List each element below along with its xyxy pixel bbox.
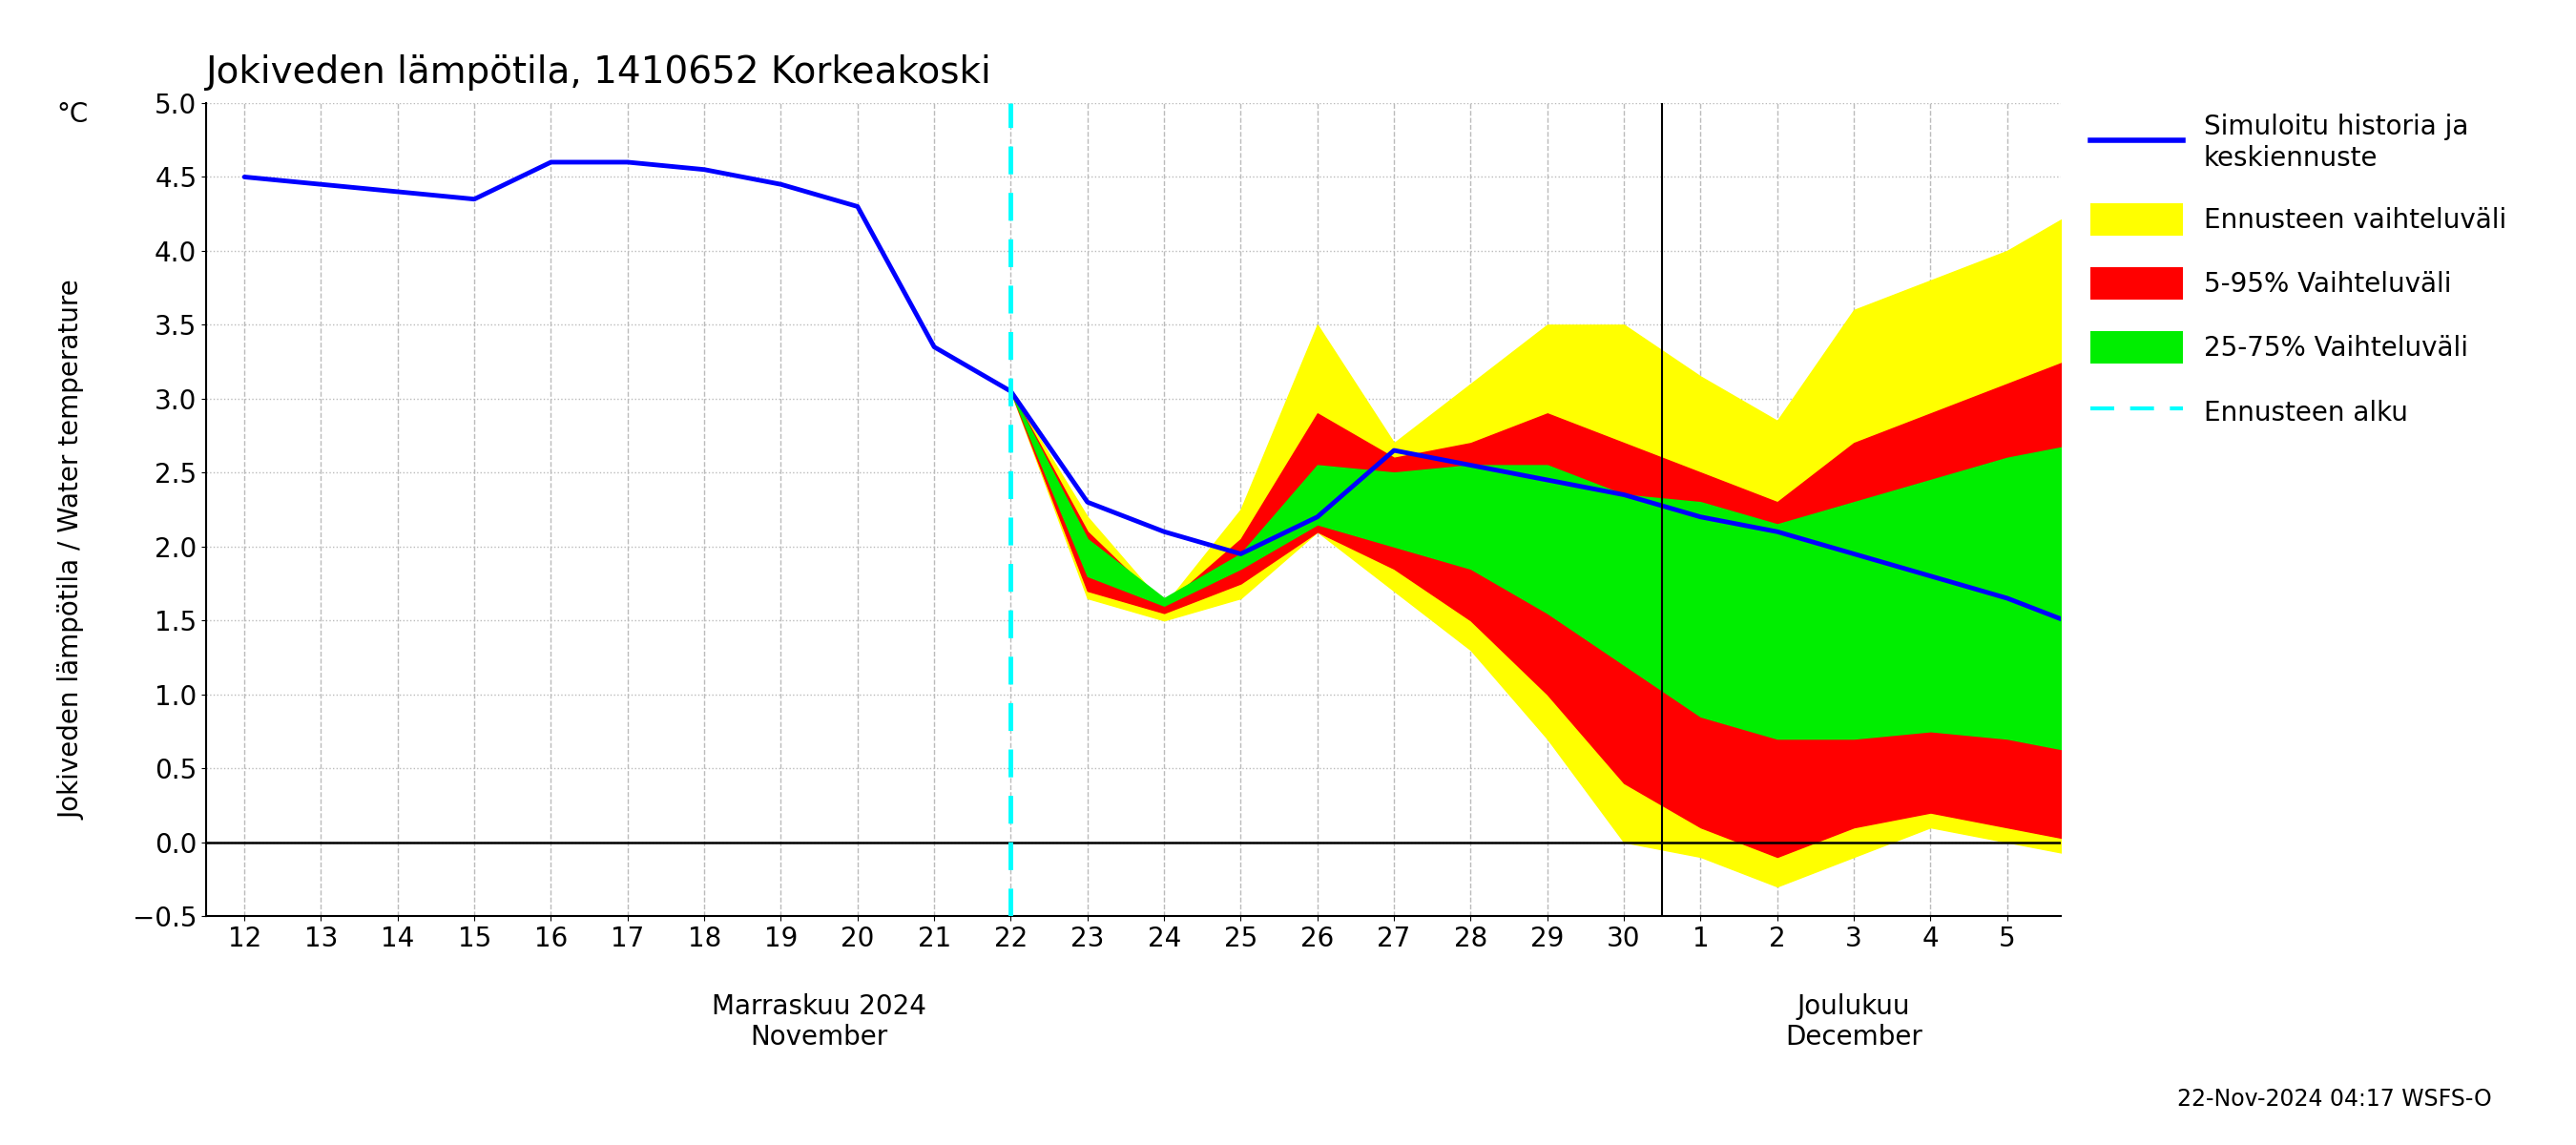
Text: Jokiveden lämpötila / Water temperature: Jokiveden lämpötila / Water temperature xyxy=(59,279,85,820)
Text: °C: °C xyxy=(57,101,88,128)
Text: Jokiveden lämpötila, 1410652 Korkeakoski: Jokiveden lämpötila, 1410652 Korkeakoski xyxy=(206,55,992,90)
Text: Marraskuu 2024
November: Marraskuu 2024 November xyxy=(711,993,927,1050)
Text: Joulukuu
December: Joulukuu December xyxy=(1785,993,1922,1050)
Text: 22-Nov-2024 04:17 WSFS-O: 22-Nov-2024 04:17 WSFS-O xyxy=(2177,1088,2491,1111)
Legend: Simuloitu historia ja
keskiennuste, Ennusteen vaihteluväli, 5-95% Vaihteluväli, : Simuloitu historia ja keskiennuste, Ennu… xyxy=(2079,103,2517,439)
